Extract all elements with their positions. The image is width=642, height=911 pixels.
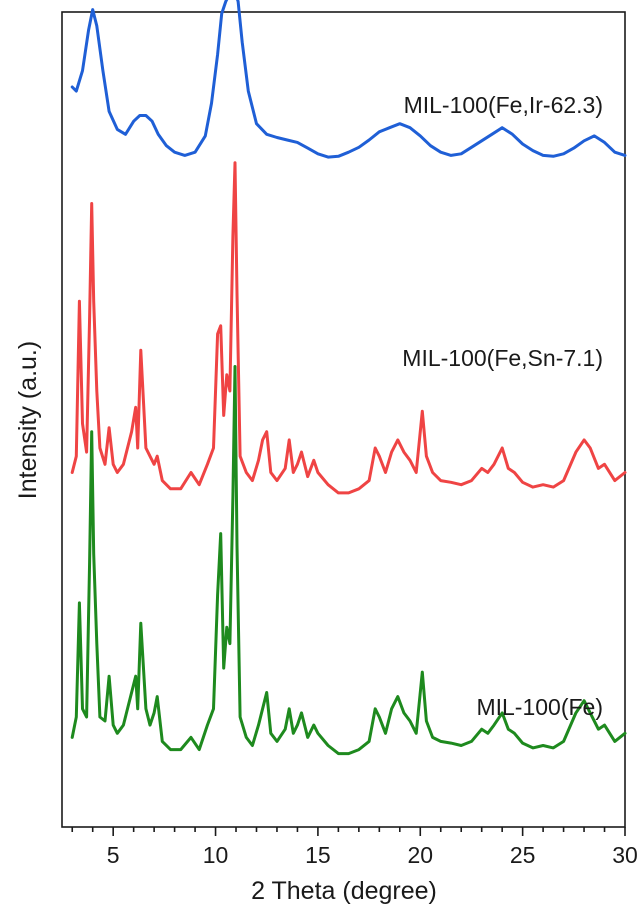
y-axis-title: Intensity (a.u.) <box>14 341 42 499</box>
x-axis-ticks: 5 10 15 20 25 30 <box>71 827 638 868</box>
series-line-ir <box>70 0 627 159</box>
x-axis-title: 2 Theta (degree) <box>251 877 437 905</box>
x-tick-label-25: 25 <box>510 842 536 868</box>
series-label-ir: MIL-100(Fe,Ir-62.3) <box>404 92 603 118</box>
series-layer <box>70 0 627 756</box>
x-tick-label-20: 20 <box>407 842 433 868</box>
series-label-fe: MIL-100(Fe) <box>476 694 603 720</box>
x-tick-label-5: 5 <box>107 842 120 868</box>
x-tick-label-30: 30 <box>612 842 638 868</box>
x-tick-label-15: 15 <box>305 842 331 868</box>
x-tick-label-10: 10 <box>203 842 229 868</box>
series-label-sn: MIL-100(Fe,Sn-7.1) <box>402 345 603 371</box>
plot-frame <box>61 11 626 828</box>
series-line-sn <box>70 161 627 495</box>
series-label-layer: MIL-100(Fe,Ir-62.3) MIL-100(Fe,Sn-7.1) M… <box>402 92 603 720</box>
series-line-fe <box>70 365 627 756</box>
